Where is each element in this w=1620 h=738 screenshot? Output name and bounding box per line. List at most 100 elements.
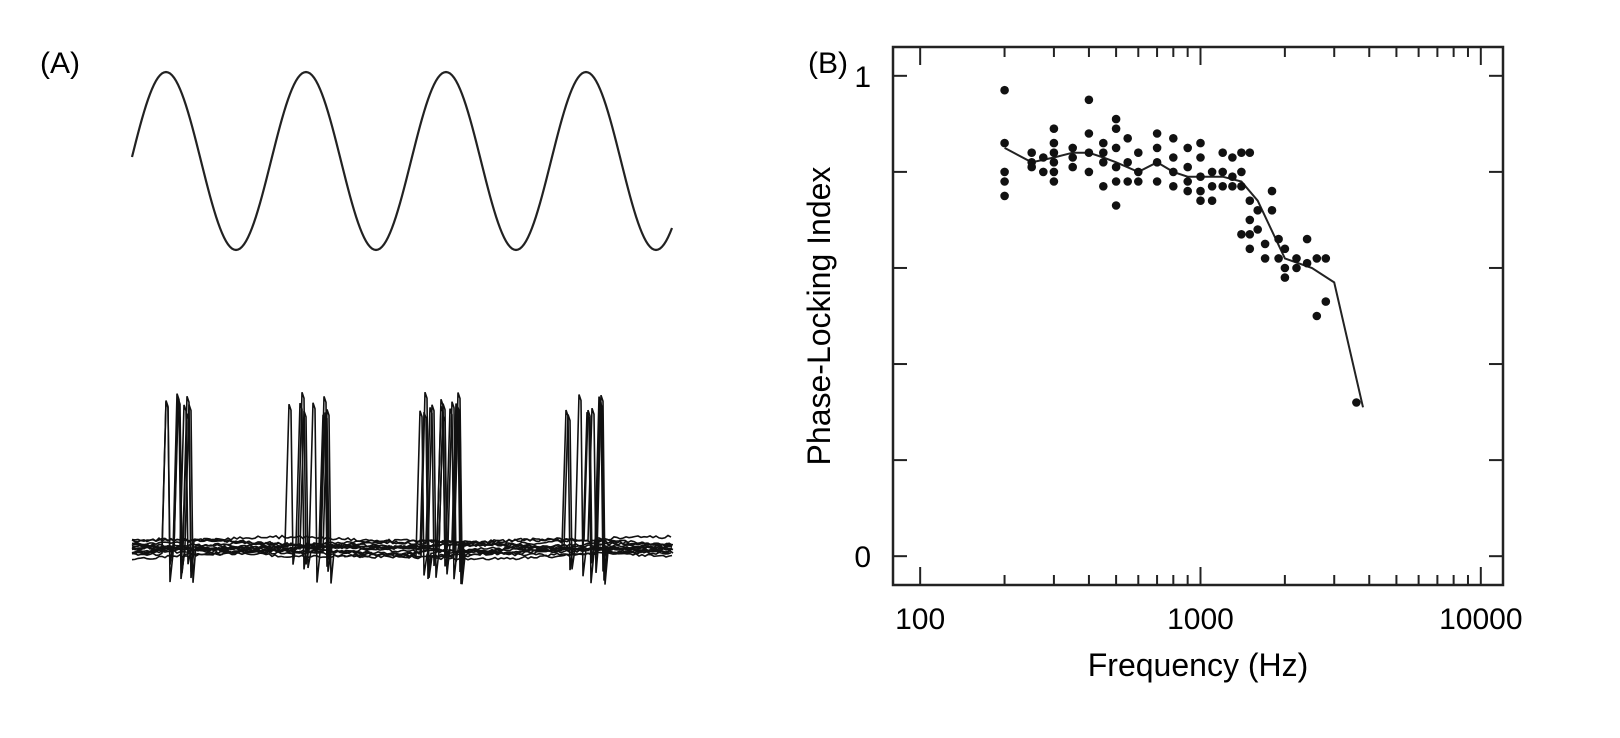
data-point — [1027, 148, 1036, 157]
panel-a-label: (A) — [40, 47, 80, 80]
y-tick-label: 0 — [854, 541, 871, 574]
data-point — [1218, 182, 1227, 191]
x-tick-label: 1000 — [1167, 603, 1234, 636]
data-point — [1245, 148, 1255, 157]
data-point — [1123, 134, 1132, 143]
data-point — [1218, 167, 1227, 177]
data-point — [1196, 138, 1205, 148]
spike-trace — [131, 396, 673, 573]
data-point — [1280, 244, 1290, 254]
data-point — [1111, 162, 1121, 172]
data-point — [1245, 196, 1255, 205]
spike-trace — [131, 392, 673, 583]
data-point — [1280, 263, 1290, 273]
data-point — [1000, 191, 1009, 201]
data-point — [1274, 234, 1283, 244]
data-point — [1352, 398, 1361, 407]
data-point — [1312, 254, 1322, 263]
data-point — [1267, 186, 1277, 196]
x-axis-ticks — [919, 47, 1482, 585]
data-point — [1039, 153, 1048, 162]
x-tick-label: 100 — [895, 603, 945, 636]
data-point — [1196, 196, 1205, 205]
data-point — [1068, 153, 1077, 162]
data-point — [1169, 182, 1178, 191]
data-point — [1207, 167, 1217, 177]
data-point — [1218, 148, 1227, 157]
data-point — [1111, 114, 1121, 124]
x-axis-title: Frequency (Hz) — [1088, 647, 1309, 683]
data-point — [1237, 230, 1246, 239]
data-point — [1207, 196, 1217, 205]
data-point — [1302, 258, 1312, 268]
data-point — [1134, 167, 1143, 177]
data-point — [1237, 167, 1246, 177]
data-point — [1049, 124, 1059, 133]
data-point — [1134, 148, 1143, 157]
data-point — [1000, 85, 1009, 95]
data-point — [1237, 148, 1246, 157]
data-point — [1312, 311, 1322, 321]
data-point — [1123, 158, 1132, 167]
data-point — [1253, 225, 1262, 234]
y-tick-label: 1 — [854, 61, 871, 94]
data-point — [1099, 158, 1108, 167]
data-point — [1049, 167, 1059, 177]
data-point — [1228, 153, 1237, 162]
data-point — [1039, 167, 1048, 177]
data-point — [1111, 124, 1121, 133]
data-point — [1111, 201, 1121, 210]
data-point — [1245, 215, 1255, 225]
data-point — [1134, 177, 1143, 186]
data-point — [1196, 186, 1205, 196]
data-point — [1321, 297, 1331, 306]
data-point — [1152, 143, 1162, 153]
data-point — [1183, 162, 1192, 172]
data-point — [1049, 148, 1059, 157]
data-point — [1068, 143, 1077, 153]
data-point — [1084, 167, 1094, 177]
data-point — [1099, 182, 1108, 191]
x-tick-label: 10000 — [1439, 603, 1522, 636]
data-point — [1084, 129, 1094, 138]
data-point — [1000, 177, 1009, 186]
data-point — [1292, 263, 1301, 273]
data-point — [1000, 138, 1009, 148]
data-point — [1207, 182, 1217, 191]
data-point — [1228, 182, 1237, 191]
data-point — [1049, 138, 1059, 148]
stimulus-sine-wave — [130, 70, 674, 252]
panel-b-label: (B) — [808, 47, 848, 80]
data-point — [1123, 177, 1132, 186]
data-point — [1152, 158, 1162, 167]
data-point — [1099, 148, 1108, 157]
data-point — [1321, 254, 1331, 263]
y-axis-ticks — [893, 74, 1503, 558]
data-point — [1302, 234, 1312, 244]
data-point — [1169, 134, 1178, 143]
data-point — [1049, 177, 1059, 186]
spike-trace — [131, 391, 672, 585]
data-point — [1267, 206, 1277, 215]
spike-trace — [131, 392, 673, 578]
data-point — [1260, 254, 1270, 263]
data-point — [1152, 177, 1162, 186]
data-point — [1084, 148, 1094, 157]
spike-trace — [131, 409, 673, 564]
axis-labels-layer: 100 1000 10000 0 1 Frequency (Hz) Phase-Lockin… — [801, 61, 1523, 683]
data-point — [1292, 254, 1301, 263]
data-point — [1169, 167, 1178, 177]
panel-a-plot — [130, 70, 674, 585]
data-point — [1099, 138, 1108, 148]
y-axis-title: Phase-Locking Index — [801, 167, 837, 466]
data-point — [1245, 244, 1255, 254]
data-point — [1280, 273, 1290, 282]
data-point — [1196, 172, 1205, 181]
data-point — [1111, 143, 1121, 153]
data-point — [1183, 186, 1192, 196]
data-point — [1237, 182, 1246, 191]
data-point — [1169, 153, 1178, 162]
data-point — [1111, 177, 1121, 186]
